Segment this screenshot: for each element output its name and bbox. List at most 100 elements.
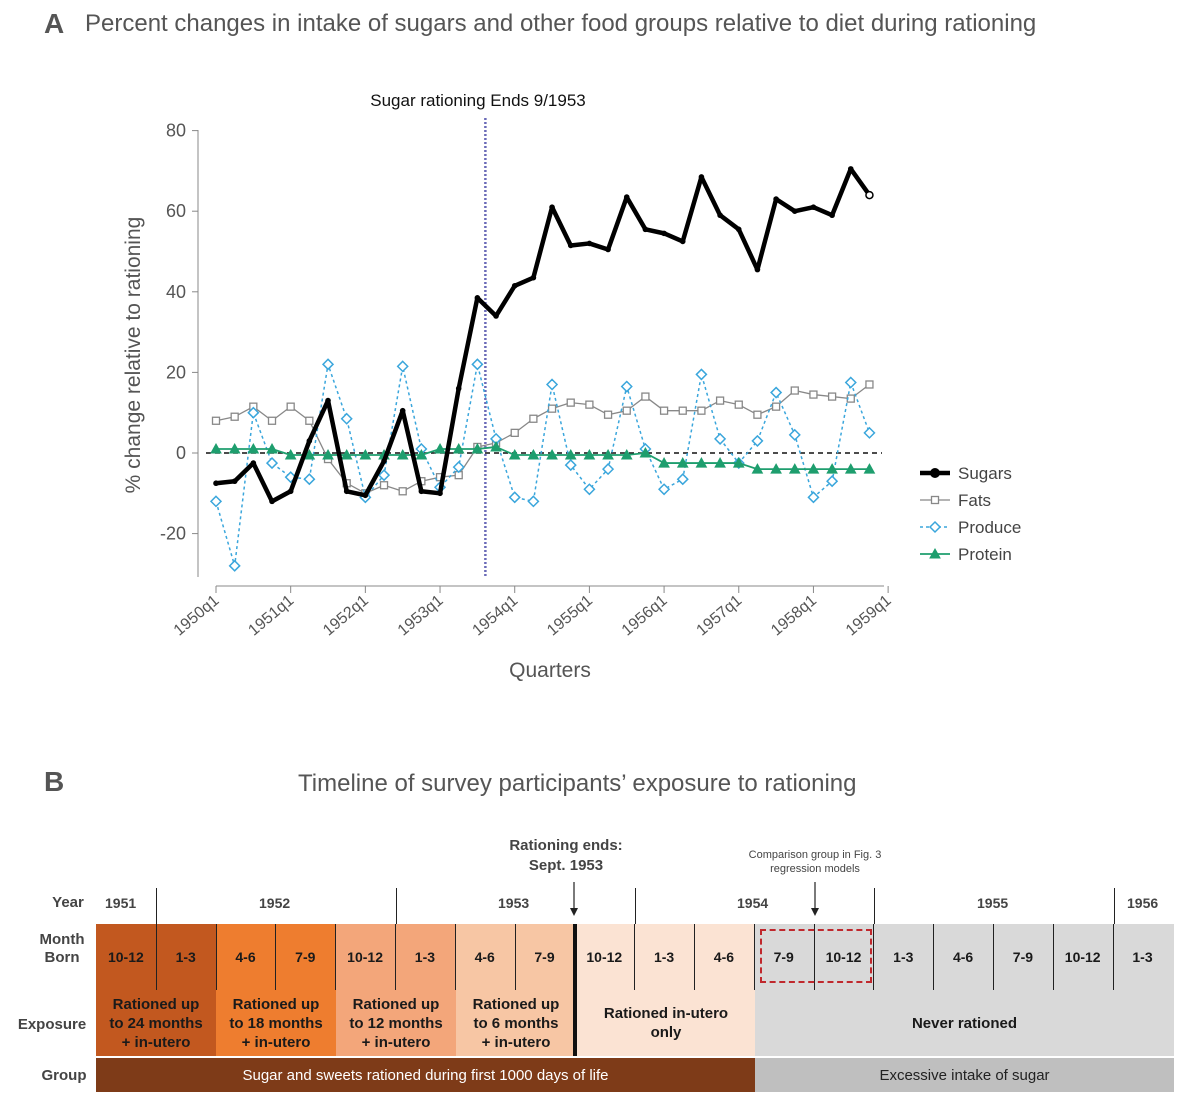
exposure-block-12 bbox=[336, 924, 456, 1056]
series-sugars-point bbox=[381, 458, 387, 464]
y-tick-label: -20 bbox=[160, 524, 186, 544]
month-cell: 7-9 bbox=[295, 948, 316, 965]
series-produce-point bbox=[471, 358, 484, 371]
row-label-year: Year bbox=[52, 894, 84, 911]
rationing-ends-line2: Sept. 1953 bbox=[528, 857, 604, 874]
series-sugars-point bbox=[605, 246, 611, 253]
series-sugars-line bbox=[215, 166, 872, 504]
series-produce-point bbox=[545, 378, 559, 391]
series-protein-point bbox=[676, 457, 689, 468]
y-tick-label: 60 bbox=[166, 201, 186, 221]
y-axis-title: % change relative to rationing bbox=[122, 217, 145, 494]
series-sugars-point bbox=[437, 490, 443, 497]
month-divider bbox=[634, 924, 635, 990]
series-protein-point bbox=[527, 448, 540, 460]
exposure-label-in-utero: Rationed in-utero only bbox=[603, 1005, 729, 1041]
series-fats-point bbox=[211, 416, 221, 425]
series-protein-point bbox=[284, 448, 297, 460]
series-produce-point bbox=[209, 495, 223, 508]
month-divider bbox=[156, 924, 157, 990]
month-cell: 10-12 bbox=[1064, 948, 1101, 965]
series-sugars-point bbox=[847, 166, 854, 172]
series-produce-point bbox=[770, 386, 783, 399]
series-protein-point bbox=[546, 448, 558, 460]
series-produce-point bbox=[826, 475, 839, 488]
legend-produce-marker bbox=[928, 520, 942, 534]
month-divider bbox=[993, 924, 994, 990]
legend-sugars-label: Sugars bbox=[958, 464, 1012, 483]
series-produce-point bbox=[265, 457, 279, 470]
month-divider bbox=[754, 924, 755, 990]
series-protein-point bbox=[210, 442, 222, 454]
series-protein-point bbox=[247, 442, 260, 454]
month-cell: 4-6 bbox=[713, 948, 735, 965]
month-divider bbox=[1113, 924, 1114, 990]
month-divider bbox=[515, 924, 516, 990]
series-sugars-point bbox=[325, 397, 331, 404]
series-sugars-point bbox=[791, 208, 798, 214]
series-produce-point bbox=[377, 469, 391, 482]
x-axis-title: Quarters bbox=[509, 659, 591, 682]
series-produce-point bbox=[527, 495, 540, 508]
series-protein-point bbox=[322, 448, 334, 460]
panel-a-title: Percent changes in intake of sugars and … bbox=[85, 10, 1037, 37]
series-sugars-point bbox=[213, 480, 219, 487]
y-tick-label: 0 bbox=[176, 443, 186, 463]
series-fats-point bbox=[771, 402, 781, 411]
exposure-block-6 bbox=[456, 924, 576, 1056]
series-fats-point bbox=[641, 392, 650, 401]
series-sugars-point bbox=[549, 204, 555, 210]
year-1956: 1956 bbox=[1127, 895, 1159, 911]
year-divider-1955-1956 bbox=[1114, 888, 1115, 924]
rationing-ends-arrowhead bbox=[570, 908, 578, 916]
series-protein-point bbox=[583, 448, 596, 460]
row-label-born: Born bbox=[44, 949, 80, 966]
exposure-block-in-utero bbox=[576, 924, 755, 1056]
series-fats-point bbox=[715, 396, 725, 405]
row-label-month-born: Month Born bbox=[30, 931, 94, 967]
row-label-exposure: Exposure bbox=[17, 1016, 87, 1033]
x-tick-label: 1958q1 bbox=[768, 592, 820, 639]
exposure-label-18: Rationed up to 18 months + in-utero bbox=[229, 995, 323, 1051]
month-divider bbox=[395, 924, 396, 990]
series-protein-point bbox=[508, 448, 521, 460]
series-sugars-point bbox=[399, 407, 406, 414]
series-produce-point bbox=[583, 483, 596, 496]
series-sugars-point bbox=[287, 488, 294, 495]
month-cell: 4-6 bbox=[474, 948, 495, 965]
series-protein-point bbox=[714, 457, 726, 468]
year-divider-1952-1953 bbox=[396, 888, 397, 924]
series-protein-point bbox=[396, 448, 409, 460]
series-produce-point bbox=[658, 483, 671, 496]
panel-b-letter: B bbox=[44, 766, 65, 797]
series-fats-point bbox=[286, 402, 295, 411]
series-produce-line bbox=[215, 363, 871, 567]
month-cell: 1-3 bbox=[1132, 948, 1153, 965]
panel-a-letter: A bbox=[44, 8, 65, 39]
series-produce-point bbox=[807, 491, 820, 504]
year-divider-1954-1955 bbox=[874, 888, 875, 924]
comparison-line2: regression models bbox=[770, 863, 860, 875]
series-protein-point bbox=[434, 442, 446, 454]
series-protein-point bbox=[844, 463, 857, 474]
month-cell: 10-12 bbox=[107, 948, 144, 965]
legend-fats-label: Fats bbox=[958, 491, 991, 510]
series-produce-point bbox=[676, 473, 689, 486]
series-protein-point bbox=[639, 446, 652, 458]
x-tick-label: 1956q1 bbox=[619, 592, 671, 639]
x-tick-label: 1955q1 bbox=[544, 592, 596, 639]
comparison-group-label: Comparison group in Fig. 3 regression mo… bbox=[720, 848, 910, 876]
series-fats-point bbox=[659, 406, 669, 415]
month-divider bbox=[335, 924, 336, 990]
rationing-end-annotation: Sugar rationing Ends 9/1953 bbox=[370, 91, 586, 110]
series-sugars-point bbox=[530, 274, 537, 281]
series-fats-point bbox=[697, 406, 706, 415]
panel-b-title: Timeline of survey participants’ exposur… bbox=[298, 770, 857, 797]
series-produce-point bbox=[844, 376, 857, 389]
series-sugars-point bbox=[754, 266, 761, 273]
series-produce-point bbox=[396, 360, 409, 373]
x-tick-label: 1953q1 bbox=[395, 592, 447, 639]
month-cell: 7-9 bbox=[534, 948, 555, 965]
series-protein-point bbox=[788, 463, 801, 474]
series-fats-point bbox=[547, 404, 557, 413]
